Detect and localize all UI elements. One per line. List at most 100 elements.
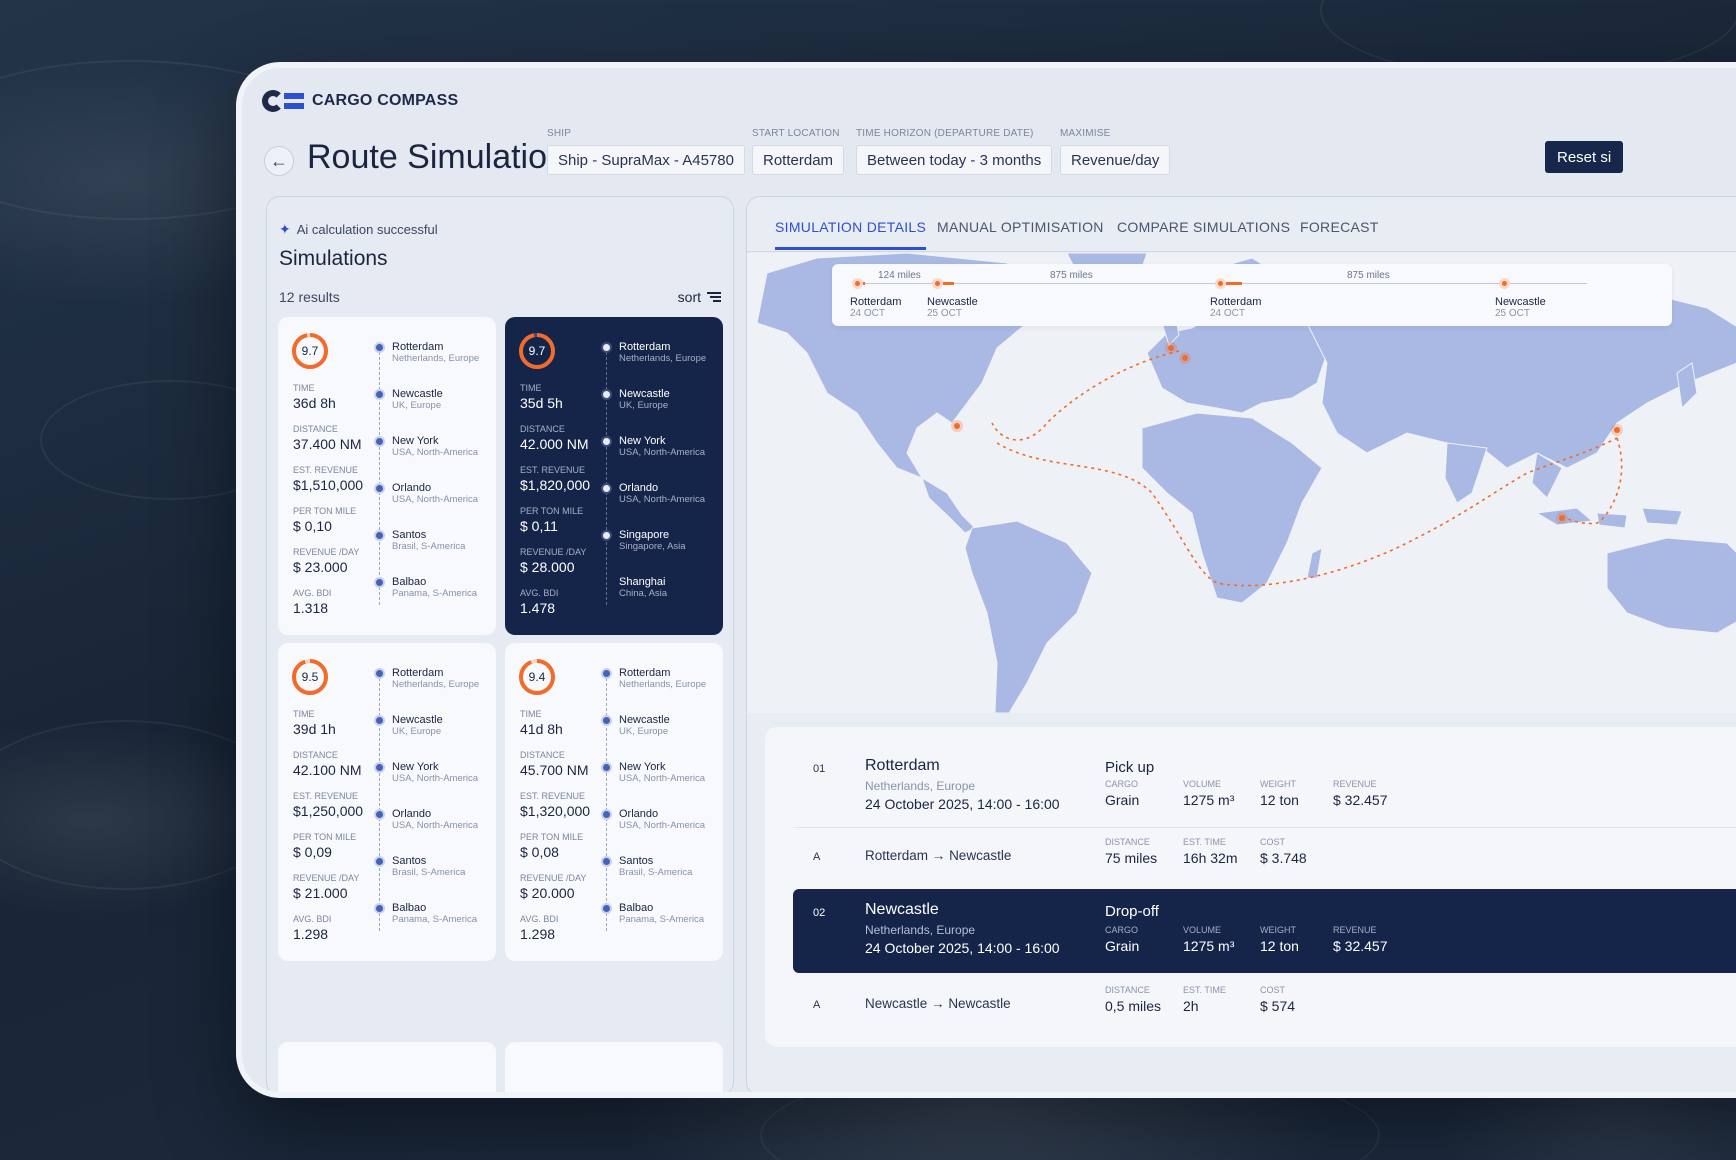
stop-dot-icon xyxy=(376,391,383,398)
route-to: Newcastle xyxy=(948,996,1011,1011)
route-stop: New York USA, North-America xyxy=(376,761,491,808)
est-time-label: EST. TIME xyxy=(1183,837,1226,847)
metric: TIME 41d 8h xyxy=(520,709,590,750)
route-stop: Newcastle UK, Europe xyxy=(376,714,491,761)
app-name: CARGO COMPASS xyxy=(312,92,459,109)
metric: REVENUE /DAY $ 21.000 xyxy=(293,873,363,914)
time-horizon-label: TIME HORIZON (departure date) xyxy=(856,128,1034,139)
stop-dot-icon xyxy=(603,391,610,398)
metric-label: PER TON MILE xyxy=(293,832,357,842)
timeline-stop-date: 24 OCT xyxy=(1210,308,1246,319)
cargo-value: Grain xyxy=(1105,792,1140,808)
results-count: 12 results xyxy=(279,289,340,305)
simulation-card-selected[interactable]: 9.7 TIME 35d 5h DISTANCE 42.000 NM EST. … xyxy=(505,317,723,635)
stop-name: Newcastle xyxy=(392,388,443,400)
time-horizon-select[interactable]: Between today - 3 months xyxy=(856,145,1053,175)
cargo-label: CARGO xyxy=(1105,779,1139,789)
leg-est-time: EST. TIME 2h xyxy=(1183,985,1226,1014)
metric-label: REVENUE /DAY xyxy=(520,873,587,883)
map-south-america xyxy=(964,520,1093,714)
simulation-card[interactable]: 9.5 TIME 39d 1h DISTANCE 42.100 NM EST. … xyxy=(278,643,496,961)
metric-label: REVENUE /DAY xyxy=(293,547,360,557)
distance-label: DISTANCE xyxy=(1105,837,1150,847)
route-stop: Santos Brasil, S-America xyxy=(376,855,491,902)
revenue-label: REVENUE xyxy=(1333,779,1377,789)
ship-select[interactable]: Ship - SupraMax - A45780 xyxy=(547,145,745,175)
timeline-stop-date: 24 OCT xyxy=(850,308,886,319)
stop-dot-icon xyxy=(603,811,610,818)
metric-value: 35d 5h xyxy=(520,395,563,411)
stop-name: Santos xyxy=(392,855,427,867)
leg-transit-row[interactable]: A Rotterdam → Newcastle DISTANCE 75 miles… xyxy=(793,831,1736,881)
metric: AVG. BDI 1.298 xyxy=(293,914,363,955)
stop-dot-icon xyxy=(376,532,383,539)
score-value: 9.7 xyxy=(528,344,546,358)
metric-value: 1.478 xyxy=(520,600,556,616)
card-stops: Rotterdam Netherlands, Europe Newcastle … xyxy=(603,341,718,623)
route-stop: Rotterdam Netherlands, Europe xyxy=(376,667,491,714)
metric-label: PER TON MILE xyxy=(520,832,584,842)
route-stop: Newcastle UK, Europe xyxy=(603,714,718,761)
leg-stop-row[interactable]: 01 Rotterdam Netherlands, Europe 24 Octo… xyxy=(793,747,1736,827)
weight-value: 12 ton xyxy=(1260,938,1299,954)
start-location-field: START LOCATION Rotterdam xyxy=(752,128,845,175)
tab-forecast[interactable]: FORECAST xyxy=(1300,219,1379,235)
metric-label: PER TON MILE xyxy=(520,506,584,516)
metric-value: $1,510,000 xyxy=(293,477,364,493)
reset-simulation-button[interactable]: Reset si xyxy=(1545,141,1624,173)
metric-label: TIME xyxy=(293,383,315,393)
simulation-card-partial[interactable] xyxy=(505,1042,723,1092)
score-value: 9.4 xyxy=(528,670,546,684)
metric: AVG. BDI 1.298 xyxy=(520,914,590,955)
map-indochina xyxy=(1531,452,1563,499)
distance-value: 75 miles xyxy=(1105,850,1158,866)
metric: REVENUE /DAY $ 28.000 xyxy=(520,547,590,588)
timeline-stop-name: Newcastle xyxy=(1495,296,1546,308)
route-timeline: 124 miles 875 miles 875 miles Rotterdam … xyxy=(832,264,1672,326)
metric: PER TON MILE $ 0,10 xyxy=(293,506,363,547)
stop-region: China, Asia xyxy=(619,588,668,599)
leg-cargo: CARGO Grain xyxy=(1105,779,1139,808)
leg-transit-row[interactable]: A Newcastle → Newcastle DISTANCE 0,5 mile… xyxy=(793,979,1736,1029)
leg-datetime: 24 October 2025, 14:00 - 16:00 xyxy=(865,796,1060,812)
simulation-card-partial[interactable] xyxy=(278,1042,496,1092)
stop-dot-icon xyxy=(376,905,383,912)
tab-simulation-details[interactable]: SIMULATION DETAILS xyxy=(775,219,927,250)
leg-port-region: Netherlands, Europe xyxy=(865,923,976,937)
simulation-card[interactable]: 9.7 TIME 36d 8h DISTANCE 37.400 NM EST. … xyxy=(278,317,496,635)
leg-revenue: REVENUE $ 32.457 xyxy=(1333,779,1388,808)
stop-region: Netherlands, Europe xyxy=(392,353,480,364)
timeline-stop: Newcastle 25 OCT xyxy=(1495,296,1546,319)
sort-button[interactable]: sort xyxy=(678,289,721,305)
tab-manual-optimisation[interactable]: MANUAL OPTIMISATION xyxy=(937,219,1104,235)
stop-name: New York xyxy=(619,761,666,773)
stop-region: USA, North-America xyxy=(392,820,479,831)
leg-stop-row-selected[interactable]: 02 Newcastle Netherlands, Europe 24 Octo… xyxy=(793,889,1736,973)
route-stop: Balbao Panama, S-America xyxy=(376,576,491,623)
cargo-value: Grain xyxy=(1105,938,1140,954)
leg-route: Newcastle → Newcastle xyxy=(865,996,1011,1011)
back-arrow-button[interactable]: ← xyxy=(264,146,294,176)
stop-region: Panama, S-America xyxy=(392,588,478,599)
metric: DISTANCE 42.000 NM xyxy=(520,424,590,465)
leg-location: Rotterdam Netherlands, Europe 24 October… xyxy=(865,757,1060,812)
metric-value: 1.298 xyxy=(520,926,556,942)
stop-dot-icon xyxy=(603,717,610,724)
metric-value: $ 23.000 xyxy=(293,559,348,575)
tab-compare-simulations[interactable]: COMPARE SIMULATIONS xyxy=(1117,219,1291,235)
route-stop: Orlando USA, North-America xyxy=(376,482,491,529)
cost-label: COST xyxy=(1260,985,1286,995)
score-ring xyxy=(292,333,328,369)
simulations-panel: ✦ Ai calculation successful Simulations … xyxy=(266,196,734,1092)
stop-region: Panama, S-America xyxy=(392,914,478,925)
metric-value: 1.298 xyxy=(293,926,329,942)
stop-name: Orlando xyxy=(392,482,432,494)
sparkle-icon: ✦ xyxy=(279,221,291,237)
simulation-card[interactable]: 9.4 TIME 41d 8h DISTANCE 45.700 NM EST. … xyxy=(505,643,723,961)
metric-value: 39d 1h xyxy=(293,721,336,737)
metric-value: $1,250,000 xyxy=(293,803,364,819)
app-logo: CARGO COMPASS xyxy=(262,90,458,112)
leg-index: 02 xyxy=(813,907,826,919)
maximise-select[interactable]: Revenue/day xyxy=(1060,145,1171,175)
start-location-select[interactable]: Rotterdam xyxy=(752,145,845,175)
